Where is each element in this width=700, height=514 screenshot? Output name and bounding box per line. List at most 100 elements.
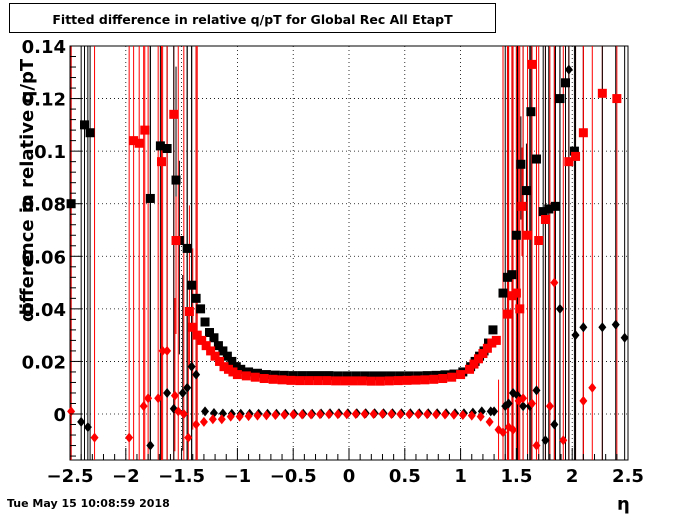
data-point-square xyxy=(206,346,216,356)
data-point-diamond xyxy=(146,440,155,451)
data-point-diamond xyxy=(83,422,92,433)
data-point-diamond xyxy=(509,424,518,435)
data-point-diamond xyxy=(564,64,573,75)
chart-title-box: Fitted difference in relative q/pT for G… xyxy=(9,3,496,33)
data-point-square xyxy=(488,325,498,335)
data-point-square xyxy=(502,309,512,319)
data-point-diamond xyxy=(504,398,513,409)
data-point-square xyxy=(507,270,517,280)
data-point-diamond xyxy=(244,411,253,422)
data-point-square xyxy=(187,280,197,290)
data-point-square xyxy=(395,371,405,381)
data-point-diamond xyxy=(532,440,541,451)
data-point-square xyxy=(550,201,560,211)
data-point-diamond xyxy=(307,409,316,420)
data-point-diamond xyxy=(235,411,244,422)
data-point-square xyxy=(295,376,305,386)
data-point-square xyxy=(478,349,488,359)
data-point-square xyxy=(197,335,207,345)
data-point-diamond xyxy=(183,382,192,393)
data-point-square xyxy=(191,293,201,303)
y-tick-label: 0.06 xyxy=(22,247,66,268)
data-point-square xyxy=(184,306,194,316)
data-point-diamond xyxy=(253,410,262,421)
data-point-square xyxy=(348,376,358,386)
x-tick-label: −2 xyxy=(112,466,140,487)
y-axis-title: difference in relative q/pT xyxy=(17,58,38,322)
data-point-diamond xyxy=(178,387,187,398)
data-point-diamond xyxy=(324,409,333,420)
data-point-square xyxy=(250,372,260,382)
data-point-diamond xyxy=(611,319,620,330)
x-tick-label: −0.5 xyxy=(270,466,317,487)
data-point-diamond xyxy=(476,411,485,422)
data-point-square xyxy=(210,351,220,361)
data-point-diamond xyxy=(598,322,607,333)
data-point-square xyxy=(297,371,307,381)
data-point-square xyxy=(438,374,448,384)
data-point-diamond xyxy=(170,390,179,401)
data-point-diamond xyxy=(369,409,378,419)
data-point-diamond xyxy=(571,330,580,341)
data-point-diamond xyxy=(440,409,449,420)
data-point-square xyxy=(564,157,574,167)
data-point-diamond xyxy=(77,416,86,427)
data-point-square xyxy=(129,136,139,146)
chart-title: Fitted difference in relative q/pT for G… xyxy=(52,12,453,27)
y-tick-label: 0.12 xyxy=(22,90,66,111)
data-point-square xyxy=(411,375,421,385)
data-point-diamond xyxy=(588,382,597,393)
data-point-square xyxy=(473,354,483,364)
data-point-square xyxy=(241,371,251,381)
data-point-square xyxy=(531,154,541,164)
x-tick-label: 0.5 xyxy=(389,466,421,487)
data-point-diamond xyxy=(550,277,559,288)
data-point-square xyxy=(145,193,155,203)
data-point-square xyxy=(171,175,181,185)
data-point-diamond xyxy=(579,395,588,406)
data-point-diamond xyxy=(187,361,196,372)
data-point-square xyxy=(527,59,537,69)
data-point-square xyxy=(192,330,202,340)
data-point-square xyxy=(171,236,181,246)
data-point-square xyxy=(196,304,206,314)
data-point-square xyxy=(578,128,588,138)
data-point-square xyxy=(277,375,287,385)
data-point-square xyxy=(357,376,367,386)
data-point-square xyxy=(351,371,361,381)
data-point-diamond xyxy=(414,409,423,420)
data-point-square xyxy=(236,364,246,374)
data-point-square xyxy=(188,322,198,332)
data-point-square xyxy=(386,371,396,381)
data-point-square xyxy=(482,343,492,353)
data-point-square xyxy=(402,375,412,385)
data-point-square xyxy=(268,374,278,384)
y-tick-label: 0.04 xyxy=(22,300,66,321)
data-point-square xyxy=(534,236,544,246)
data-point-square xyxy=(597,88,607,98)
data-point-square xyxy=(523,230,533,240)
data-point-square xyxy=(209,333,219,343)
y-tick-label: 0.02 xyxy=(22,352,66,373)
data-point-diamond xyxy=(144,393,153,404)
data-point-diamond xyxy=(226,411,235,422)
y-tick-label: 0 xyxy=(53,405,66,426)
data-point-diamond xyxy=(289,409,298,420)
data-point-diamond xyxy=(532,385,541,396)
data-point-diamond xyxy=(360,409,369,419)
data-point-diamond xyxy=(298,409,307,420)
x-tick-label: 1 xyxy=(454,466,467,487)
data-point-diamond xyxy=(449,409,458,420)
data-point-diamond xyxy=(201,406,210,417)
data-point-square xyxy=(526,107,536,117)
data-point-diamond xyxy=(467,410,476,421)
data-point-square xyxy=(516,159,526,169)
x-axis-title: η xyxy=(617,494,630,514)
data-point-diamond xyxy=(620,332,629,343)
data-point-square xyxy=(561,78,571,88)
data-point-diamond xyxy=(271,410,280,421)
data-point-square xyxy=(366,376,376,386)
data-point-square xyxy=(369,371,379,381)
data-point-square xyxy=(286,375,296,385)
data-point-square xyxy=(182,243,192,253)
